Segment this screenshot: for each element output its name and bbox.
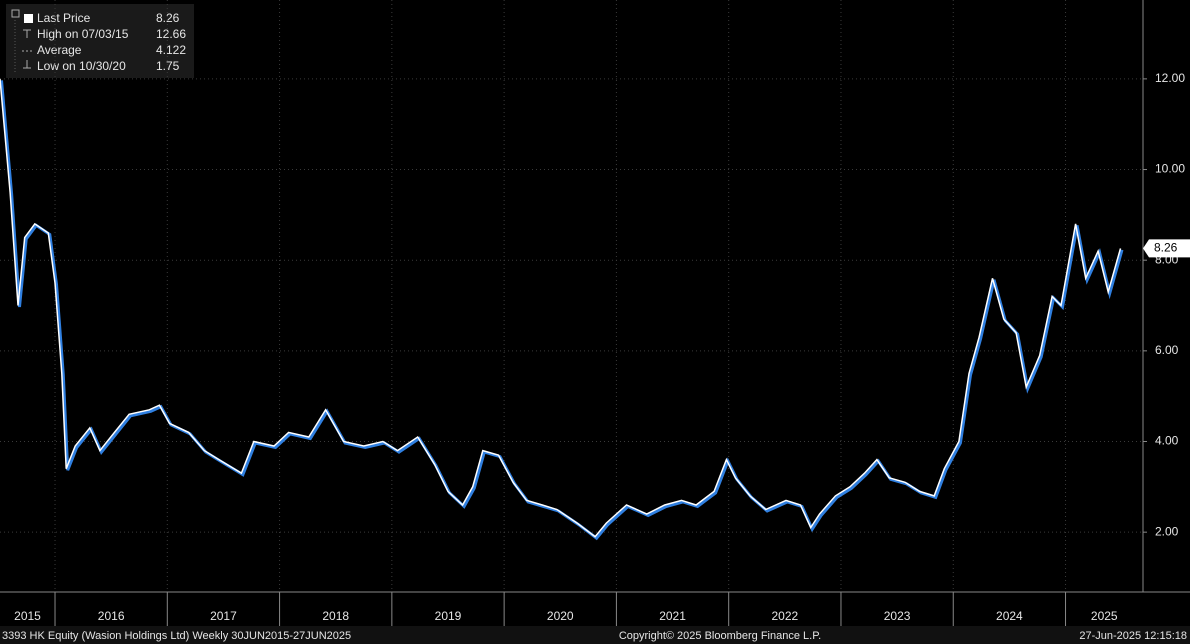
- y-tick-label: 12.00: [1155, 71, 1185, 85]
- footer-right: 27-Jun-2025 12:15:18: [1079, 630, 1187, 642]
- legend-box: [6, 4, 194, 78]
- y-tick-label: 6.00: [1155, 343, 1179, 357]
- legend-label: Low on 10/30/20: [37, 59, 126, 73]
- x-tick-label: 2019: [435, 609, 462, 623]
- y-tick-label: 4.00: [1155, 434, 1179, 448]
- y-tick-label: 2.00: [1155, 524, 1179, 538]
- legend-label: Average: [37, 43, 82, 57]
- legend-label: High on 07/03/15: [37, 27, 129, 41]
- price-line: [0, 78, 1122, 538]
- footer-center: Copyright© 2025 Bloomberg Finance L.P.: [619, 630, 821, 642]
- x-tick-label: 2016: [98, 609, 125, 623]
- x-tick-label: 2018: [322, 609, 349, 623]
- x-tick-label: 2021: [659, 609, 686, 623]
- footer-bar: [0, 626, 1190, 644]
- x-tick-label: 2024: [996, 609, 1023, 623]
- legend-value: 8.26: [156, 11, 180, 25]
- last-price-tag: [1143, 239, 1190, 258]
- legend-value: 4.122: [156, 43, 186, 57]
- x-tick-label: 2020: [547, 609, 574, 623]
- legend-high-icon: [23, 29, 31, 38]
- legend-low-icon: [23, 60, 31, 69]
- y-tick-label: 10.00: [1155, 162, 1185, 176]
- x-tick-label: 2023: [884, 609, 911, 623]
- legend-value: 12.66: [156, 27, 186, 41]
- legend: Last Price 8.26 High on 07/03/15 12.66 Avera…: [6, 4, 194, 78]
- footer-left: 3393 HK Equity (Wasion Holdings Ltd) Wee…: [2, 630, 351, 642]
- legend-value: 1.75: [156, 59, 180, 73]
- x-tick-label: 2025: [1091, 609, 1118, 623]
- x-tick-label: 2017: [210, 609, 237, 623]
- legend-label: Last Price: [37, 11, 91, 25]
- legend-swatch: [24, 14, 33, 23]
- x-tick-label: 2015: [14, 609, 41, 623]
- last-price-label: 8.26: [1154, 241, 1178, 255]
- x-tick-label: 2022: [771, 609, 798, 623]
- legend-toggle[interactable]: [11, 9, 20, 18]
